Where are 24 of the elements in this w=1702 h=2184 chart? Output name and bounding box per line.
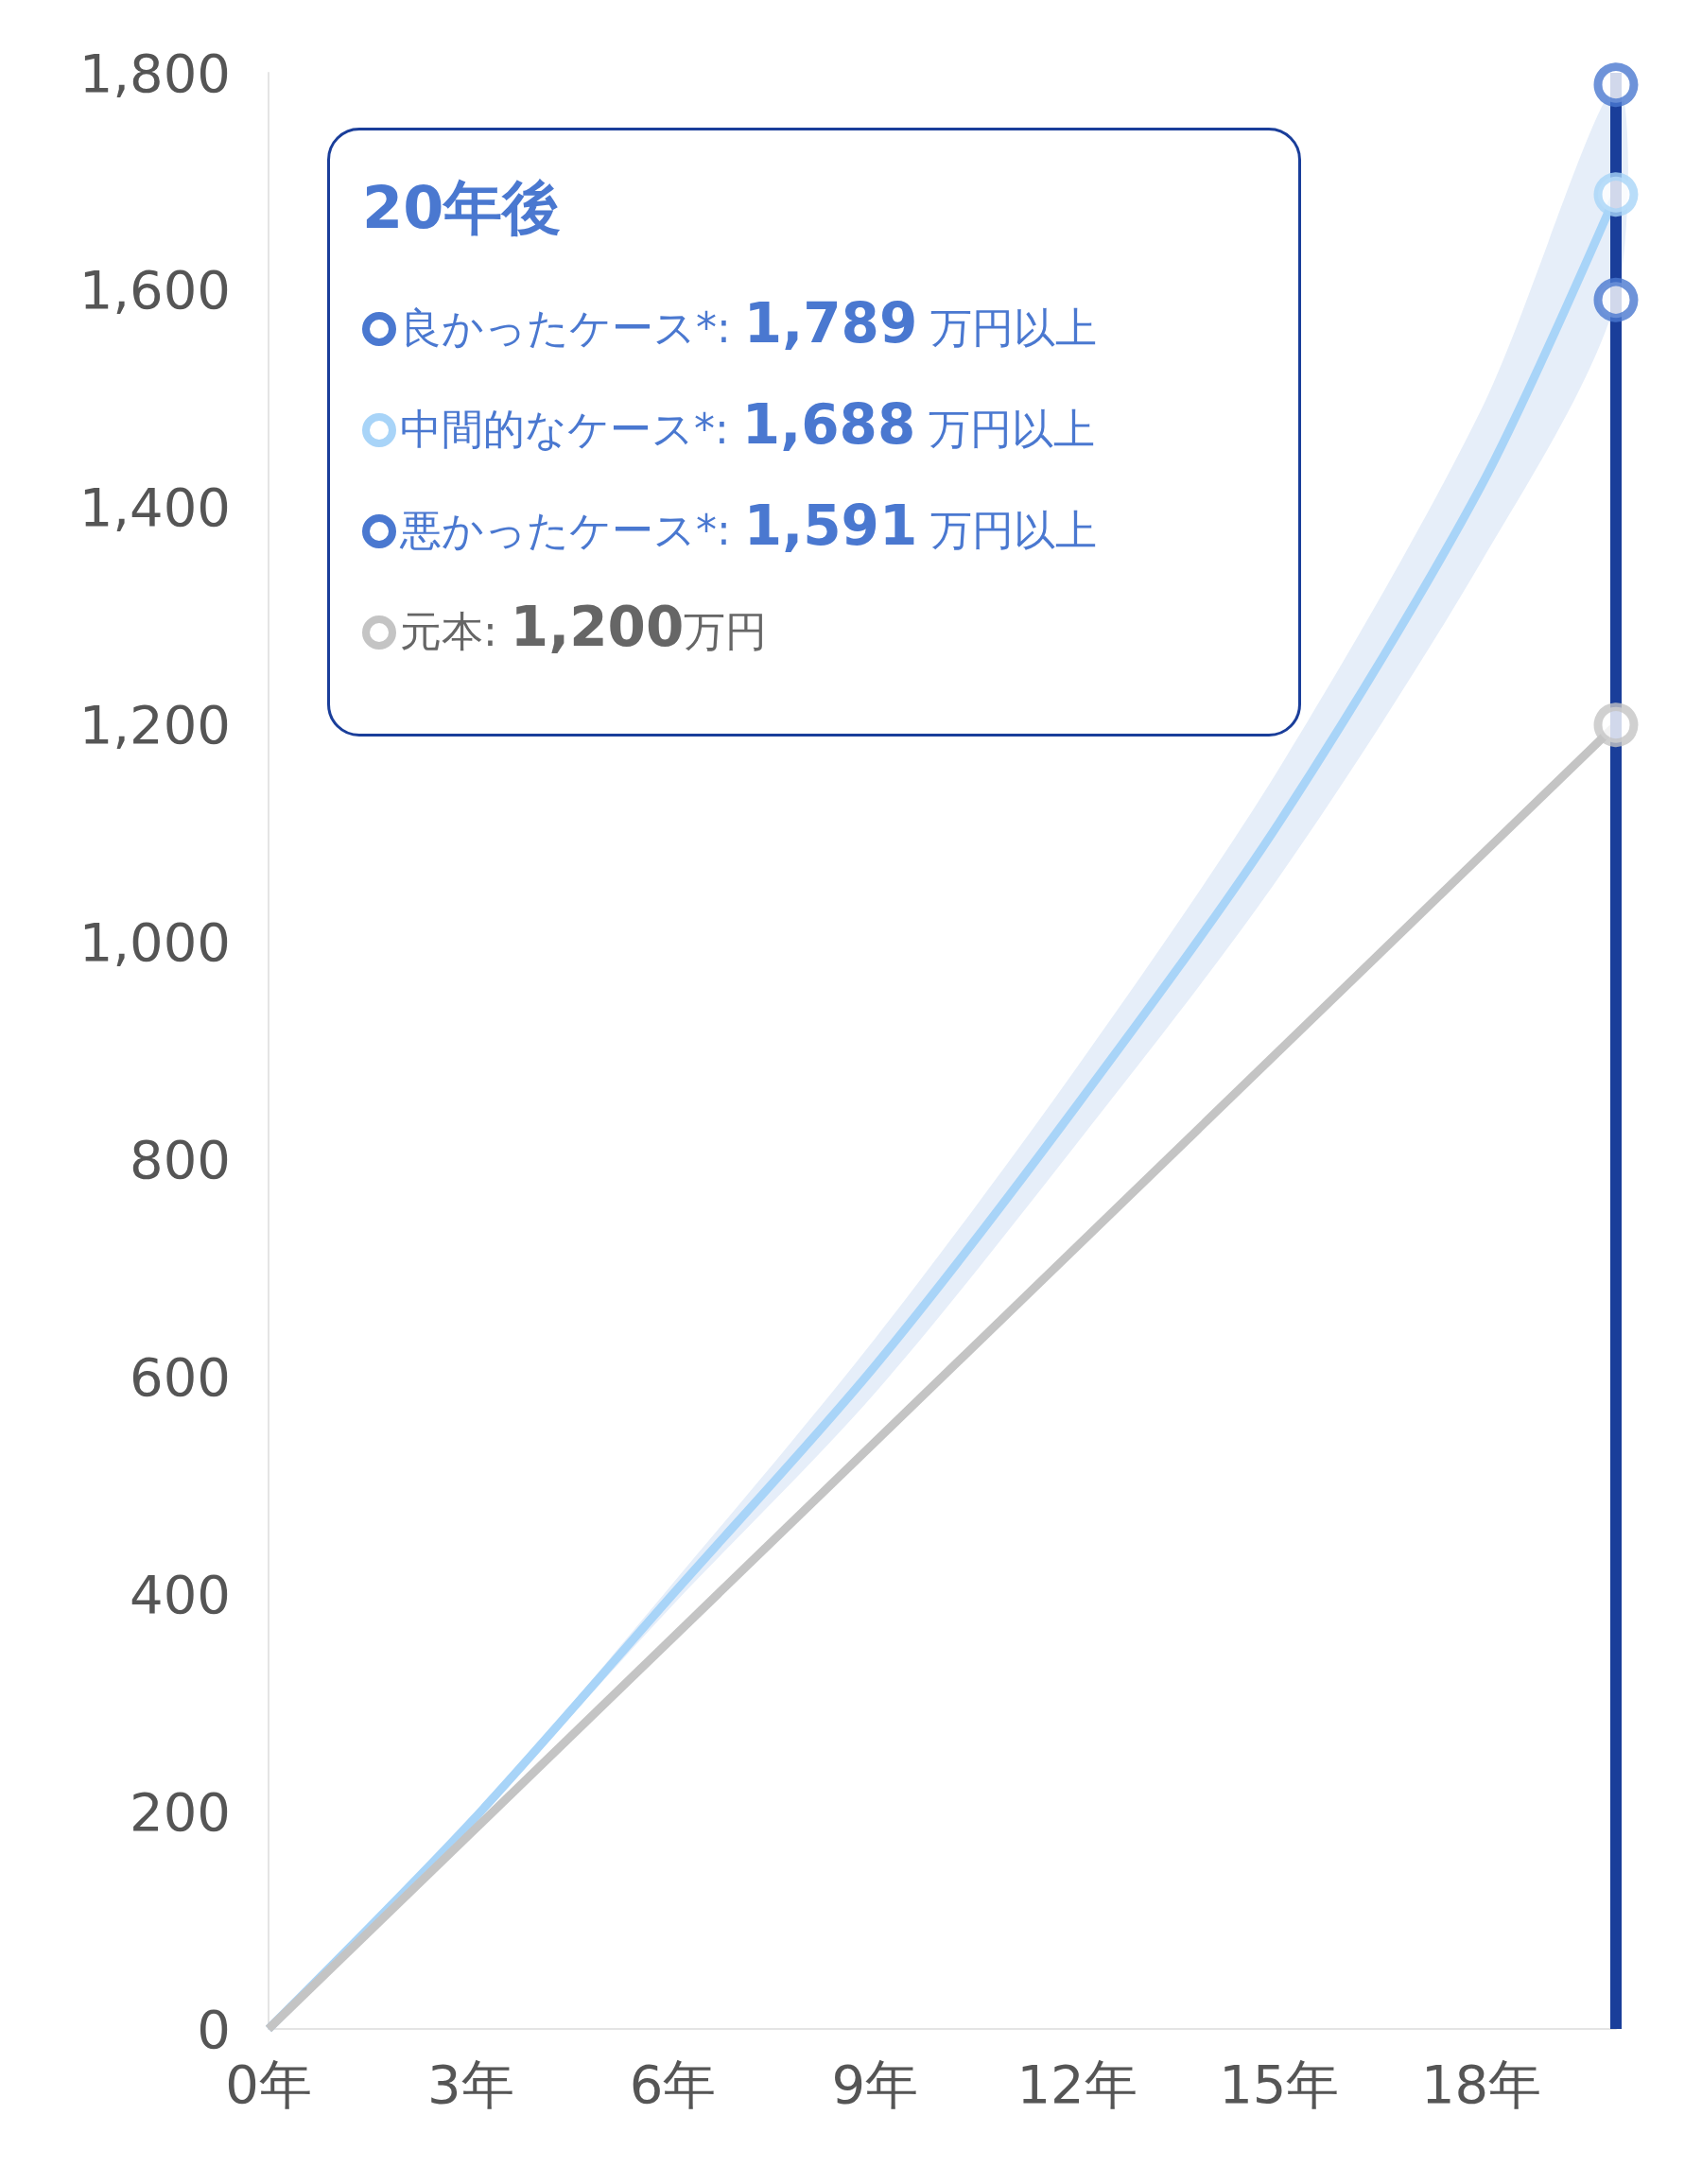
x-tick-label: 18年 (1420, 2053, 1542, 2115)
point (1593, 172, 1639, 217)
x-tick-label: 3年 (426, 2053, 514, 2115)
x-tick-label: 9年 (831, 2053, 919, 2115)
y-tick-label: 1,200 (78, 694, 231, 756)
point (1593, 62, 1639, 108)
y-tick-label: 600 (130, 1345, 231, 1408)
y-tick-label: 800 (130, 1128, 231, 1190)
annotation: 良かったケース*: 1,789 万円以上 (400, 291, 1098, 355)
x-tick-label: 15年 (1219, 2053, 1340, 2115)
point (1593, 702, 1639, 748)
annotation: 悪かったケース*: 1,591 万円以上 (400, 494, 1098, 558)
y-tick-label: 1,600 (78, 259, 231, 321)
annotation: 元本: 1,200万円 (400, 595, 768, 659)
y-tick-label: 200 (130, 1780, 231, 1843)
y-tick-label: 1,800 (78, 42, 231, 104)
annotation: 中間的なケース*: 1,688 万円以上 (400, 392, 1096, 457)
y-tick-label: 1,000 (78, 911, 231, 974)
x-tick-label: 6年 (629, 2053, 717, 2115)
point (1593, 277, 1639, 322)
y-tick-label: 400 (130, 1563, 231, 1625)
x-tick-label: 12年 (1016, 2053, 1138, 2115)
annotation: 20年後 (362, 172, 563, 244)
y-tick-label: 1,400 (78, 477, 231, 539)
